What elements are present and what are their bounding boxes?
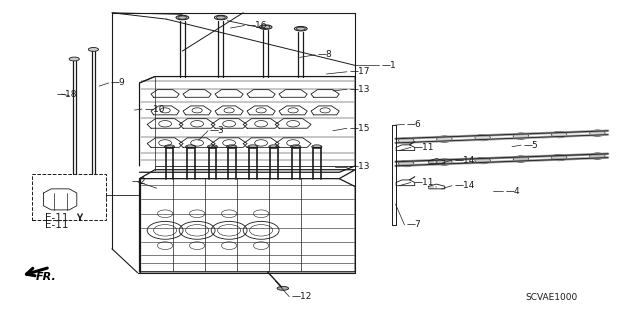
Text: —4: —4	[506, 187, 520, 196]
Ellipse shape	[178, 16, 187, 19]
Text: —16: —16	[247, 21, 268, 30]
Text: —17: —17	[349, 67, 370, 76]
Ellipse shape	[261, 26, 270, 29]
Ellipse shape	[207, 145, 218, 149]
Text: —8: —8	[317, 50, 332, 59]
Ellipse shape	[216, 16, 225, 19]
Ellipse shape	[552, 131, 567, 138]
Text: —11: —11	[413, 178, 434, 187]
Text: —14: —14	[454, 156, 475, 165]
Ellipse shape	[291, 145, 301, 149]
Ellipse shape	[214, 15, 227, 20]
Text: —10: —10	[145, 105, 165, 114]
Text: E-11: E-11	[45, 212, 68, 223]
Text: E-11: E-11	[45, 219, 68, 230]
Ellipse shape	[69, 57, 79, 61]
Text: —3: —3	[210, 126, 225, 135]
Text: —13: —13	[349, 162, 370, 171]
Ellipse shape	[399, 137, 414, 144]
Text: —1: —1	[381, 61, 396, 70]
Text: FR.: FR.	[36, 272, 56, 282]
Ellipse shape	[88, 48, 99, 51]
Text: —14: —14	[454, 181, 475, 190]
Text: SCVAE1000: SCVAE1000	[525, 293, 578, 302]
Ellipse shape	[399, 160, 414, 167]
Text: —6: —6	[407, 120, 422, 129]
Ellipse shape	[589, 130, 605, 136]
Ellipse shape	[513, 133, 529, 139]
Ellipse shape	[589, 153, 605, 159]
Ellipse shape	[164, 145, 175, 149]
Text: —9: —9	[111, 78, 125, 87]
Ellipse shape	[436, 159, 452, 165]
Text: —13: —13	[349, 85, 370, 94]
Ellipse shape	[296, 27, 305, 30]
Ellipse shape	[475, 157, 490, 164]
Ellipse shape	[227, 145, 237, 149]
Ellipse shape	[312, 145, 322, 149]
Text: —18: —18	[56, 90, 77, 99]
Text: —11: —11	[413, 143, 434, 152]
Ellipse shape	[513, 156, 529, 162]
Ellipse shape	[176, 15, 189, 20]
Ellipse shape	[277, 286, 289, 290]
Ellipse shape	[186, 145, 196, 149]
Ellipse shape	[248, 145, 258, 149]
Text: —2: —2	[132, 177, 147, 186]
Ellipse shape	[552, 154, 567, 161]
Ellipse shape	[269, 145, 279, 149]
Bar	[32, 174, 106, 220]
Ellipse shape	[294, 26, 307, 31]
Ellipse shape	[259, 25, 272, 29]
Ellipse shape	[436, 136, 452, 142]
Text: —5: —5	[524, 141, 538, 150]
Text: —12: —12	[292, 292, 312, 301]
Text: —15: —15	[349, 124, 370, 133]
Ellipse shape	[475, 134, 490, 141]
Text: —7: —7	[407, 220, 422, 229]
